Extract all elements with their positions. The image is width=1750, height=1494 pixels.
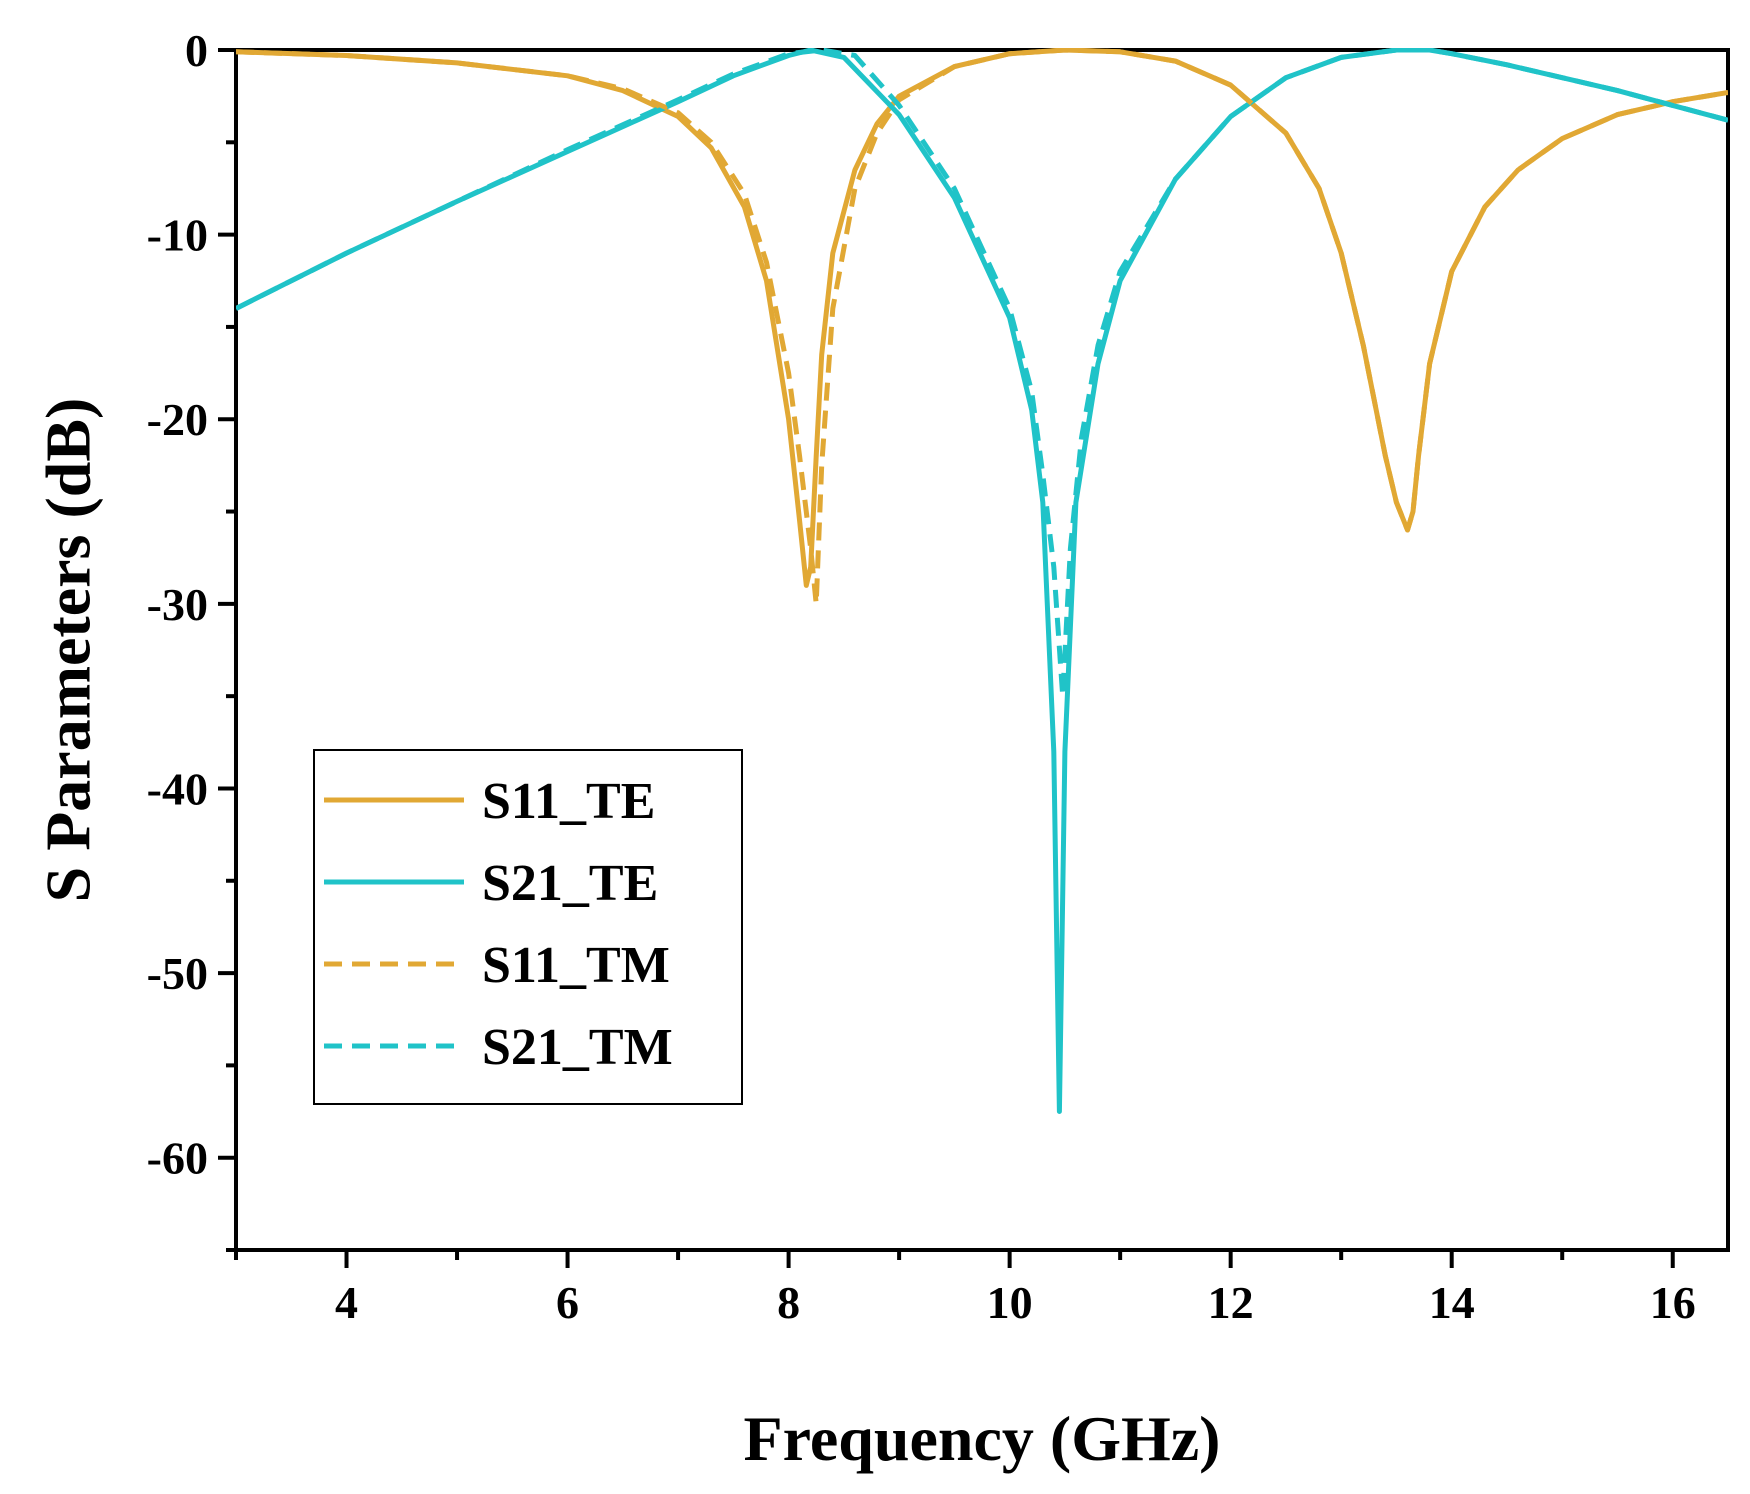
x-tick-label: 10: [987, 1277, 1033, 1328]
x-axis-title: Frequency (GHz): [744, 1403, 1221, 1474]
y-axis-title: S Parameters (dB): [33, 398, 104, 903]
plot-frame: [234, 48, 1730, 1252]
x-tick-label: 16: [1650, 1277, 1696, 1328]
y-tick-label: -60: [147, 1133, 208, 1184]
x-tick-label: 8: [777, 1277, 800, 1328]
legend-label: S21_TE: [482, 855, 658, 912]
x-tick-label: 6: [556, 1277, 579, 1328]
y-tick-label: -20: [147, 394, 208, 445]
y-tick-label: -50: [147, 948, 208, 999]
y-tick-label: -30: [147, 579, 208, 630]
series-line-s11-te: [236, 48, 1728, 588]
series-line-s21-tm: [236, 48, 1728, 699]
series-line-s11-tm: [236, 48, 1728, 607]
legend-label: S11_TE: [482, 773, 655, 830]
y-tick-label: -10: [147, 210, 208, 261]
y-tick-label: 0: [185, 25, 208, 76]
x-tick-label: 4: [335, 1277, 358, 1328]
axes: 4 6 8 10 12 14 16 0 -10 -20 -30 -40 -50 -60: [147, 25, 1730, 1328]
y-tick-label: -40: [147, 763, 208, 814]
legend-label: S21_TM: [482, 1019, 673, 1076]
x-tick-label: 12: [1208, 1277, 1254, 1328]
x-tick-label: 14: [1429, 1277, 1475, 1328]
legend-label: S11_TM: [482, 937, 670, 994]
legend: S11_TE S21_TE S11_TM S21_TM: [313, 749, 743, 1105]
series-layer: [236, 48, 1728, 1114]
